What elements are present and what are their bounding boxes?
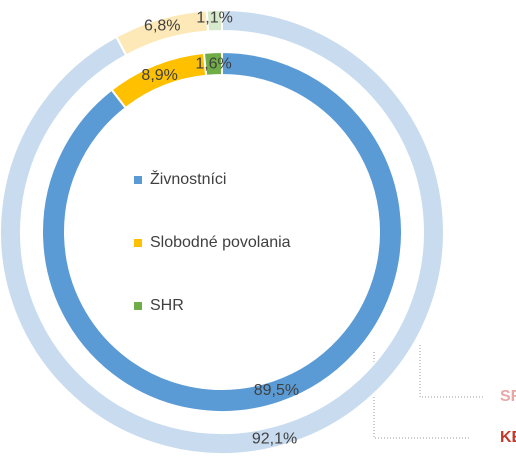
donut-segment <box>202 50 223 77</box>
donut-segment <box>41 50 403 413</box>
legend-marker <box>134 239 142 247</box>
legend-marker <box>134 302 142 310</box>
leader-line <box>419 345 485 398</box>
legend-label: Slobodné povolania <box>150 234 291 251</box>
donut-segment <box>205 8 223 33</box>
legend-label: SHR <box>150 297 184 314</box>
legend-marker <box>134 176 142 184</box>
data-label: 6,8% <box>144 18 180 35</box>
leader-line <box>373 352 470 439</box>
data-label: 92,1% <box>252 431 297 448</box>
data-label: 1,6% <box>195 55 231 72</box>
ring-name: KE <box>500 429 516 446</box>
data-label: 89,5% <box>254 382 299 399</box>
legend-label: Živnostníci <box>150 169 226 188</box>
data-label: 1,1% <box>196 9 232 26</box>
data-label: 8,9% <box>141 67 177 84</box>
ring-name: SR <box>500 388 516 405</box>
donut-segment <box>0 8 445 455</box>
